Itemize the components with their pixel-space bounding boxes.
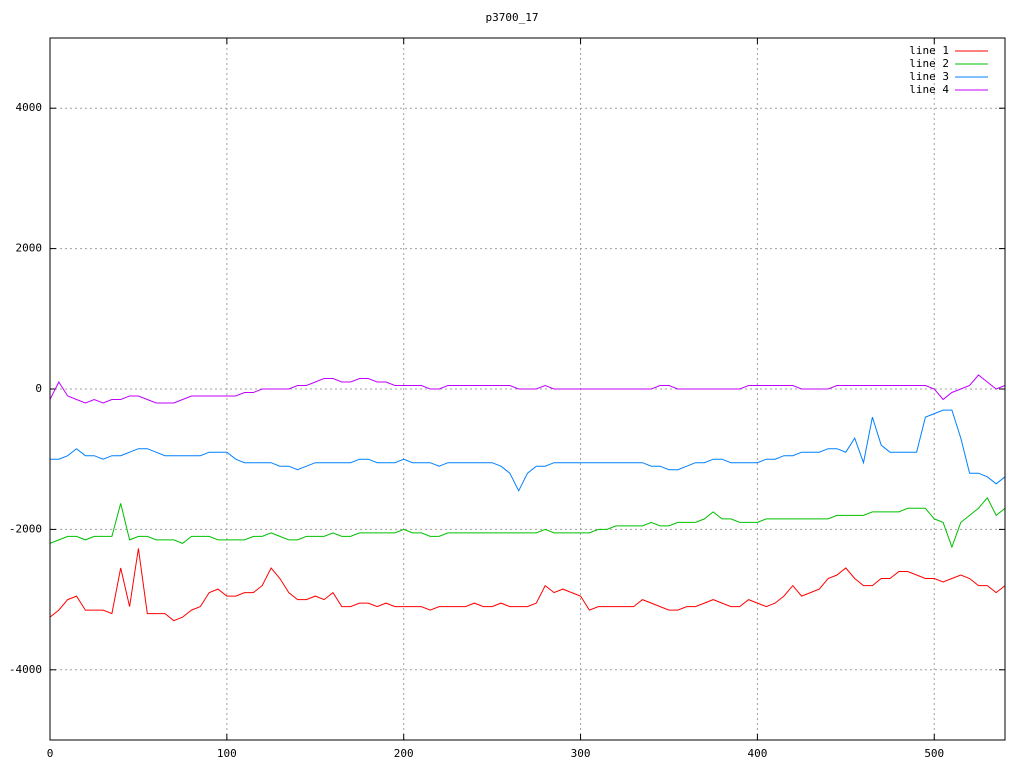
legend-label: line 4 — [909, 83, 949, 96]
legend-label: line 1 — [909, 44, 949, 57]
x-tick-label: 400 — [747, 747, 767, 760]
y-tick-label: 4000 — [16, 101, 43, 114]
y-tick-label: 0 — [35, 382, 42, 395]
legend-label: line 2 — [909, 57, 949, 70]
data-line — [49, 374, 1006, 404]
y-tick-label: -4000 — [9, 663, 42, 676]
chart-title: p3700_17 — [486, 11, 539, 24]
data-line — [49, 548, 1006, 622]
data-line — [50, 409, 1006, 492]
x-tick-label: 500 — [924, 747, 944, 760]
y-tick-label: 2000 — [16, 242, 43, 255]
x-tick-label: 0 — [47, 747, 54, 760]
y-tick-label: -2000 — [9, 522, 42, 535]
data-line — [49, 496, 1006, 549]
x-tick-label: 200 — [394, 747, 414, 760]
plot-border — [49, 37, 1006, 741]
x-tick-label: 300 — [571, 747, 591, 760]
x-tick-label: 100 — [217, 747, 237, 760]
legend-label: line 3 — [909, 70, 949, 83]
